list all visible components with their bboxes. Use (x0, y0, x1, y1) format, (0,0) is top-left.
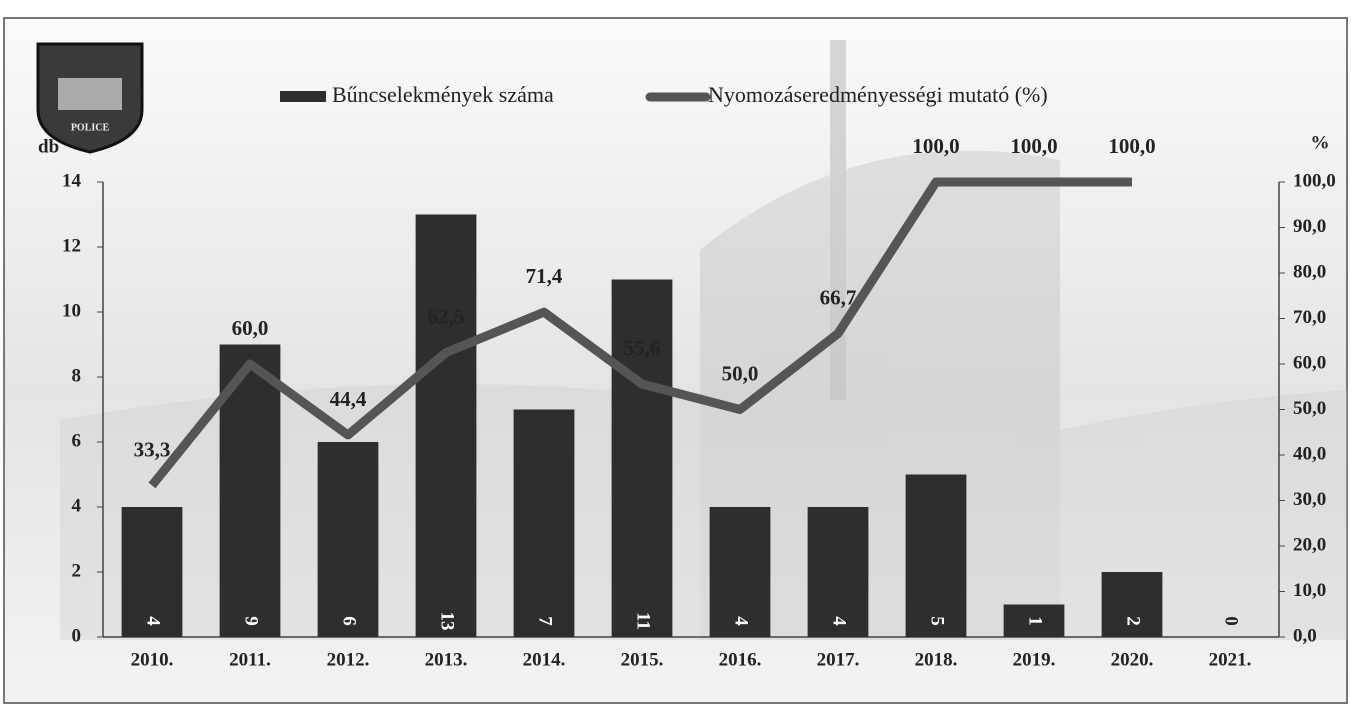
line-value-label: 55,6 (624, 336, 661, 360)
bar-value-label: 11 (633, 612, 654, 630)
x-tick-label: 2017. (817, 649, 860, 670)
line-value-label: 100,0 (1010, 134, 1057, 158)
y2-tick-label: 80,0 (1293, 261, 1326, 282)
bar (1003, 604, 1065, 637)
bar-value-label: 4 (829, 616, 850, 626)
y2-tick-label: 100,0 (1293, 170, 1336, 191)
bar (709, 507, 771, 637)
bar-value-label: 2 (1123, 616, 1144, 626)
x-tick-label: 2020. (1111, 649, 1154, 670)
bar-value-label: 6 (339, 616, 360, 626)
bar (1101, 572, 1163, 637)
bar-value-label: 7 (535, 616, 556, 626)
logo-text: POLICE (71, 122, 110, 133)
y2-axis-title: % (1311, 132, 1330, 153)
x-tick-label: 2019. (1013, 649, 1056, 670)
line-value-label: 50,0 (722, 361, 759, 385)
y2-tick-label: 20,0 (1293, 534, 1326, 555)
y-tick-label: 0 (72, 625, 82, 646)
bar-value-label: 13 (437, 612, 458, 631)
y2-tick-label: 10,0 (1293, 580, 1326, 601)
line-value-label: 100,0 (912, 134, 959, 158)
x-tick-label: 2015. (621, 649, 664, 670)
line-value-label: 100,0 (1108, 134, 1155, 158)
bar (415, 214, 477, 637)
bar (513, 409, 575, 637)
y2-tick-label: 40,0 (1293, 443, 1326, 464)
y-tick-label: 14 (62, 170, 82, 191)
line-value-label: 62,5 (428, 304, 465, 328)
y-tick-label: 2 (72, 560, 82, 581)
x-tick-label: 2016. (719, 649, 762, 670)
x-tick-label: 2021. (1209, 649, 1252, 670)
y-tick-label: 12 (62, 235, 81, 256)
x-tick-label: 2014. (523, 649, 566, 670)
line-value-label: 33,3 (134, 437, 171, 461)
y2-tick-label: 90,0 (1293, 216, 1326, 237)
y-tick-label: 6 (72, 430, 82, 451)
bar (317, 442, 379, 637)
line-value-label: 44,4 (330, 387, 367, 411)
line-value-label: 66,7 (820, 285, 857, 309)
y2-tick-label: 0,0 (1293, 625, 1317, 646)
bar-value-label: 1 (1025, 616, 1046, 626)
x-tick-label: 2010. (131, 649, 174, 670)
legend-label: Nyomozáseredményességi mutató (%) (708, 82, 1048, 107)
y2-tick-label: 50,0 (1293, 398, 1326, 419)
y2-tick-label: 70,0 (1293, 307, 1326, 328)
legend-swatch (280, 91, 326, 102)
x-tick-label: 2011. (229, 649, 271, 670)
y2-tick-label: 30,0 (1293, 489, 1326, 510)
x-tick-label: 2018. (915, 649, 958, 670)
bar (611, 279, 673, 637)
bar (807, 507, 869, 637)
bar-value-label: 4 (143, 616, 164, 626)
bar (905, 474, 967, 637)
legend-label: Bűncselekmények száma (332, 82, 554, 107)
y-tick-label: 10 (62, 300, 81, 321)
y2-tick-label: 60,0 (1293, 352, 1326, 373)
line-value-label: 60,0 (232, 316, 269, 340)
line (148, 177, 1132, 489)
bar-value-label: 9 (241, 616, 262, 626)
y-tick-label: 8 (72, 365, 82, 386)
line-value-label: 71,4 (526, 264, 563, 288)
bar-value-label: 0 (1221, 616, 1242, 626)
y-axis-title: db (38, 136, 59, 157)
x-tick-label: 2013. (425, 649, 468, 670)
y-tick-label: 4 (72, 495, 82, 516)
bar (121, 507, 183, 637)
bar-value-label: 5 (927, 616, 948, 626)
logo: POLICE (36, 42, 144, 154)
x-tick-label: 2012. (327, 649, 370, 670)
bar-value-label: 4 (731, 616, 752, 626)
